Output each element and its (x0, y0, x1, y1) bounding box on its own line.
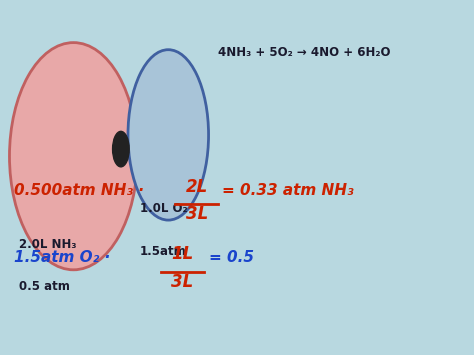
Ellipse shape (113, 131, 129, 167)
Text: 0.5 atm: 0.5 atm (19, 280, 70, 294)
Text: 4NH₃ + 5O₂ → 4NO + 6H₂O: 4NH₃ + 5O₂ → 4NO + 6H₂O (218, 46, 391, 59)
Text: 1L: 1L (172, 245, 193, 263)
Text: 2.0L NH₃: 2.0L NH₃ (19, 238, 76, 251)
Text: 1.5atm O₂ ·: 1.5atm O₂ · (14, 250, 110, 265)
Text: 0.500atm NH₃ ·: 0.500atm NH₃ · (14, 183, 144, 198)
Ellipse shape (128, 50, 209, 220)
Text: = 0.33 atm NH₃: = 0.33 atm NH₃ (222, 183, 354, 198)
Text: 2L: 2L (186, 178, 208, 196)
Ellipse shape (9, 43, 137, 270)
Text: 1.5atm: 1.5atm (140, 245, 187, 258)
Text: 3L: 3L (186, 205, 208, 223)
Text: = 0.5: = 0.5 (209, 250, 254, 265)
Text: 1.0L O₂: 1.0L O₂ (140, 202, 187, 215)
Text: 3L: 3L (172, 273, 193, 291)
